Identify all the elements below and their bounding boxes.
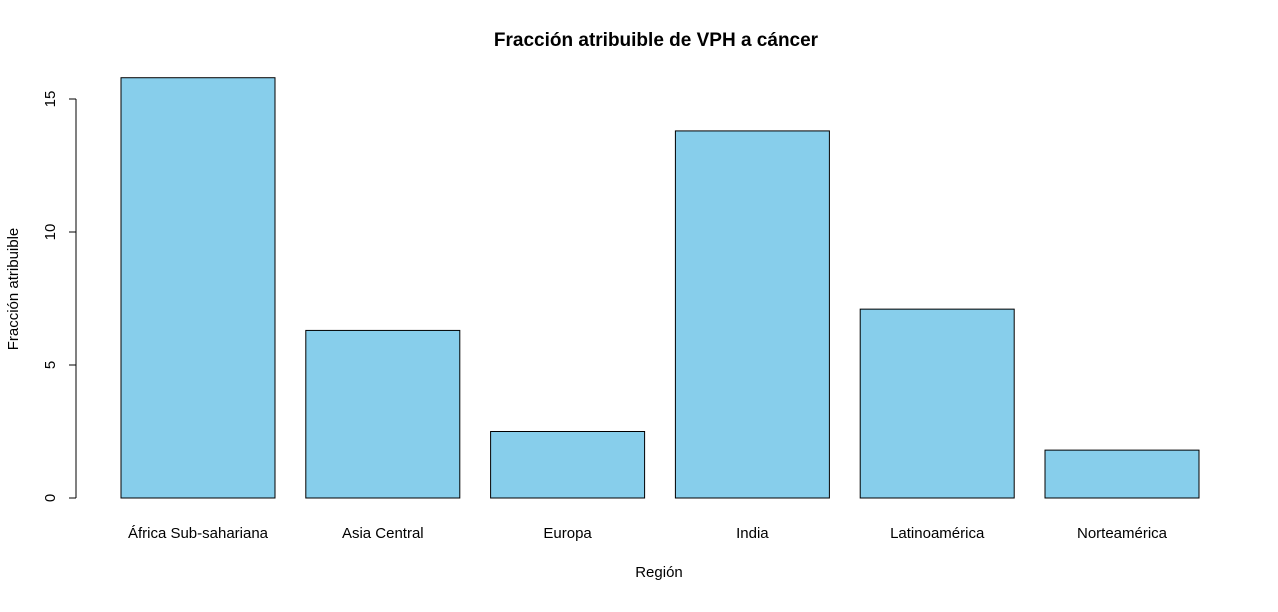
bar-0	[120, 77, 276, 499]
y-tick-label-1: 5	[42, 361, 59, 369]
y-tick-label-0: 0	[42, 494, 59, 502]
y-tick-label-2: 10	[42, 224, 59, 241]
bars-group	[120, 77, 1200, 499]
x-axis-tick-labels: África Sub-sahariana Asia Central Europa In…	[128, 525, 1168, 542]
x-tick-label-3: India	[736, 525, 769, 542]
y-tick-label-3: 15	[42, 91, 59, 108]
chart-title: Fracción atribuible de VPH a cáncer	[494, 30, 819, 51]
x-tick-label-4: Latinoamérica	[890, 525, 985, 542]
bar-2	[490, 431, 646, 499]
x-tick-label-2: Europa	[543, 525, 592, 542]
bar-5	[1044, 449, 1200, 499]
x-tick-label-5: Norteamérica	[1077, 525, 1168, 542]
bar-3	[674, 130, 830, 499]
bar-1	[305, 329, 461, 499]
x-tick-label-0: África Sub-sahariana	[128, 525, 269, 542]
x-axis-label: Región	[635, 564, 683, 581]
bar-4	[859, 308, 1015, 499]
y-axis: 0 5 10 15	[42, 91, 77, 502]
x-tick-label-1: Asia Central	[342, 525, 424, 542]
y-axis-label: Fracción atribuible	[5, 228, 22, 351]
